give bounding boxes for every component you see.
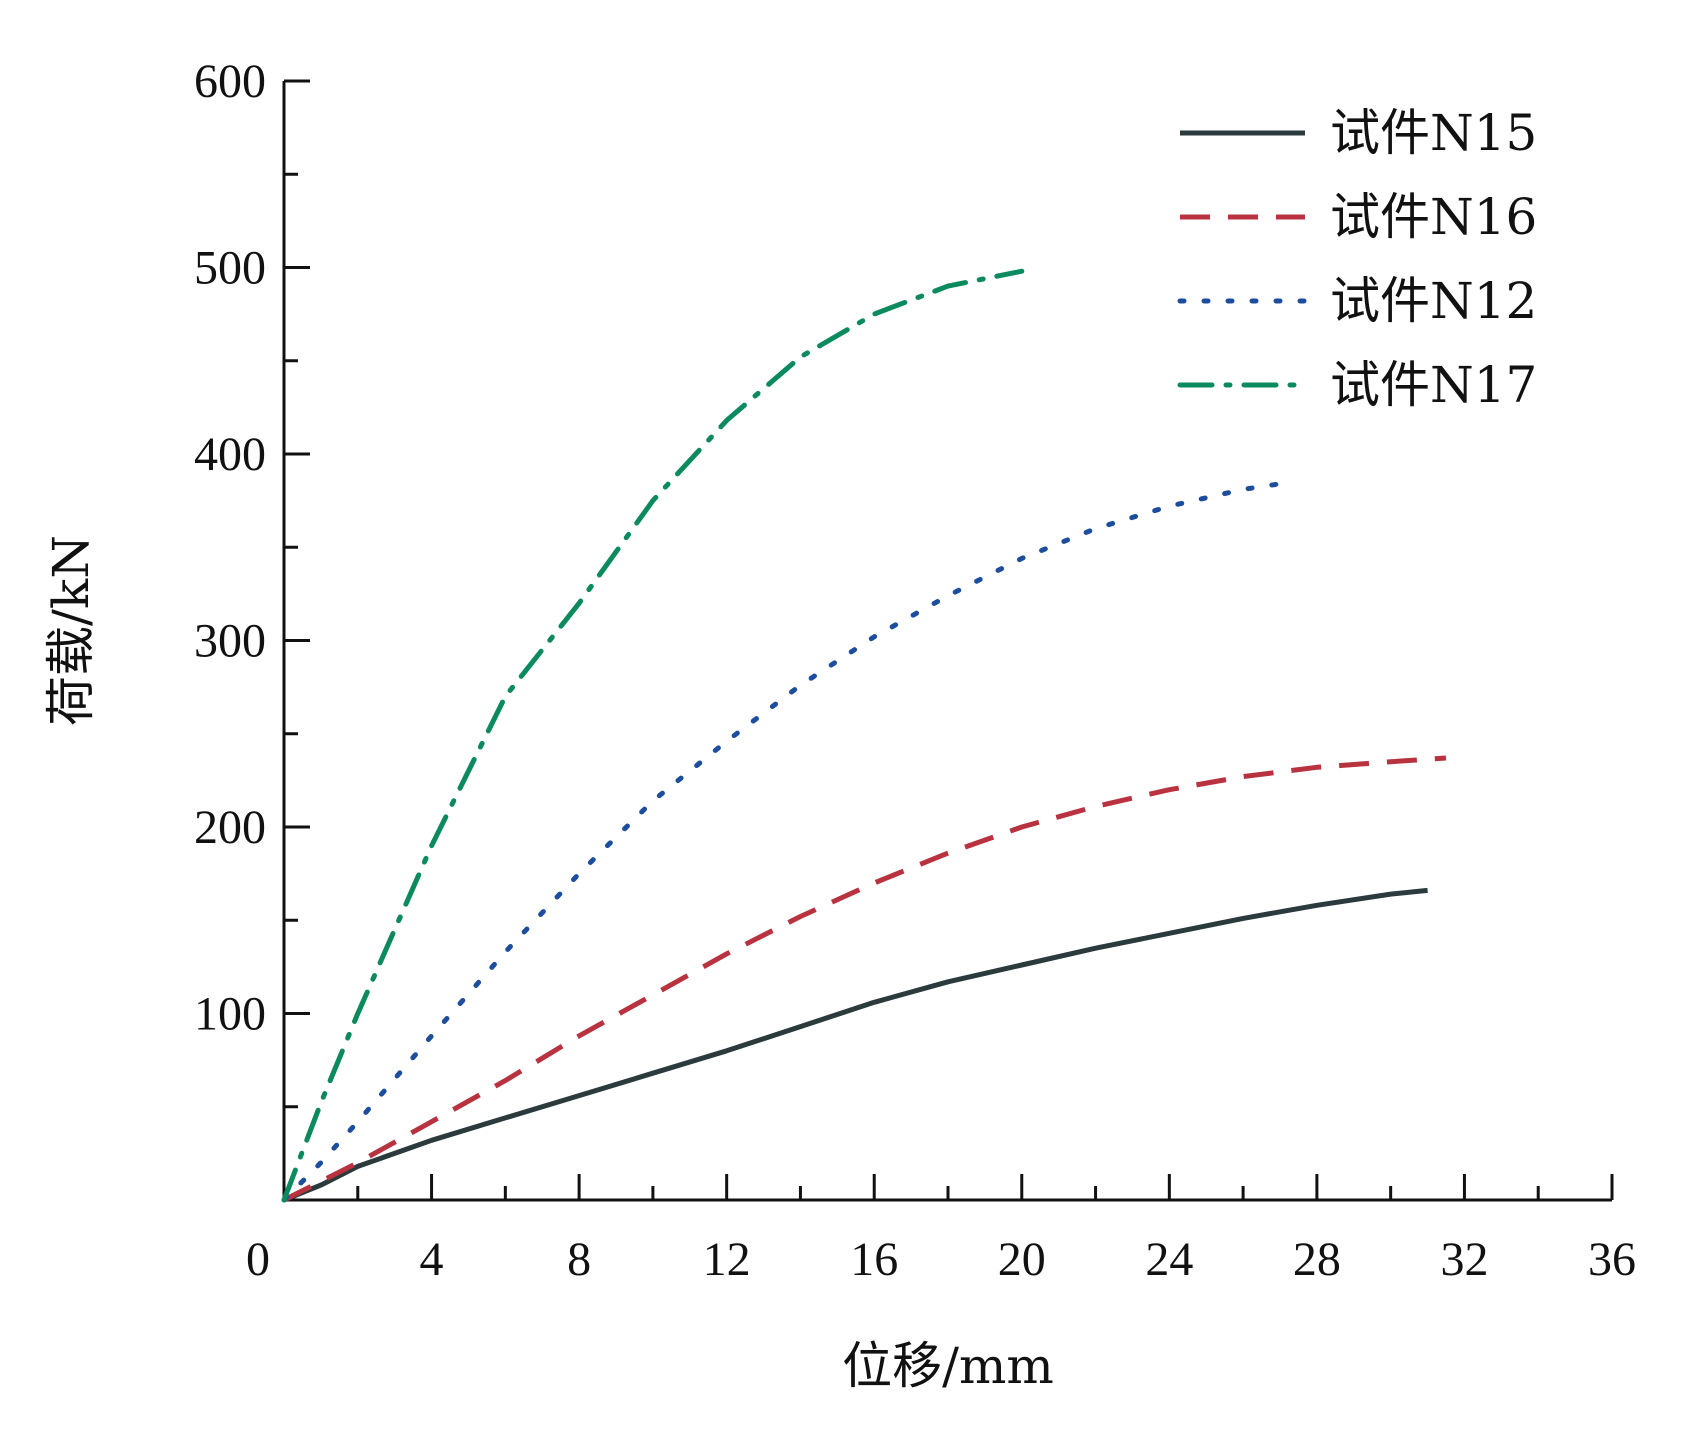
legend-label: 试件N12 (1330, 272, 1537, 330)
x-tick-label: 28 (1293, 1233, 1341, 1286)
y-tick-label: 400 (194, 428, 266, 481)
x-tick-label: 8 (567, 1233, 591, 1286)
legend-label: 试件N16 (1330, 188, 1537, 246)
y-tick-label: 200 (194, 801, 266, 854)
x-tick-label: 36 (1588, 1233, 1636, 1286)
series-layer (281, 268, 1447, 1203)
y-tick-label: 500 (194, 242, 266, 295)
x-tick-label: 12 (703, 1233, 751, 1286)
legend-label: 试件N15 (1330, 104, 1537, 162)
y-tick-label: 300 (194, 615, 266, 668)
x-axis-title: 位移/mm (842, 1337, 1054, 1395)
x-tick-label: 24 (1145, 1233, 1193, 1286)
x-tick-label: 32 (1440, 1233, 1488, 1286)
series-line-4 (281, 268, 1025, 1203)
series-line-3 (281, 481, 1283, 1203)
axes: 4 8 12 16 20 24 28 32 36 100 200 300 400 500 600 0 (194, 55, 1636, 1286)
x-tick-label: 4 (420, 1233, 444, 1286)
x-tick-label: 16 (850, 1233, 898, 1286)
series-line-2 (282, 755, 1447, 1203)
y-axis-title: 荷载/kN (42, 535, 100, 726)
y-tick-label: 600 (194, 55, 266, 108)
series-line-1 (283, 887, 1428, 1203)
legend-label: 试件N17 (1330, 356, 1537, 414)
y-tick-label: 100 (194, 988, 266, 1041)
x-origin-label: 0 (246, 1233, 270, 1286)
x-tick-label: 20 (998, 1233, 1046, 1286)
legend: 试件N15 试件N16 试件N12 试件N17 (1177, 104, 1537, 414)
